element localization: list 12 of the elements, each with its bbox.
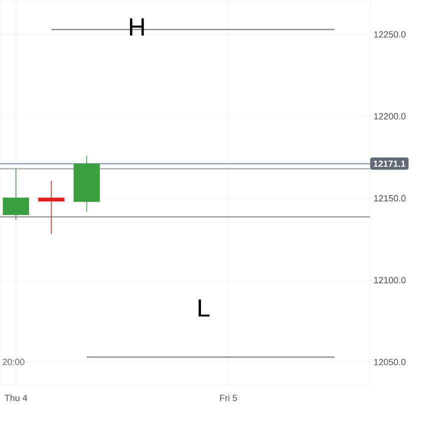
annotation: L <box>198 299 210 317</box>
candlestick <box>38 180 64 234</box>
ref-line-label: 12171.1 <box>374 160 406 167</box>
y-tick-label: 12100.0 <box>374 276 406 284</box>
x-tick-label: Thu 4 <box>4 394 28 402</box>
annotation: 20:00 <box>2 358 24 366</box>
y-tick-label: 12200.0 <box>374 113 406 120</box>
y-tick-label: 12150.0 <box>374 195 406 202</box>
y-tick-label: 12250.0 <box>374 31 406 38</box>
annotation: H <box>130 18 144 36</box>
x-tick-label: Fri 5 <box>220 394 237 402</box>
y-tick-label: 12050.0 <box>374 358 406 366</box>
